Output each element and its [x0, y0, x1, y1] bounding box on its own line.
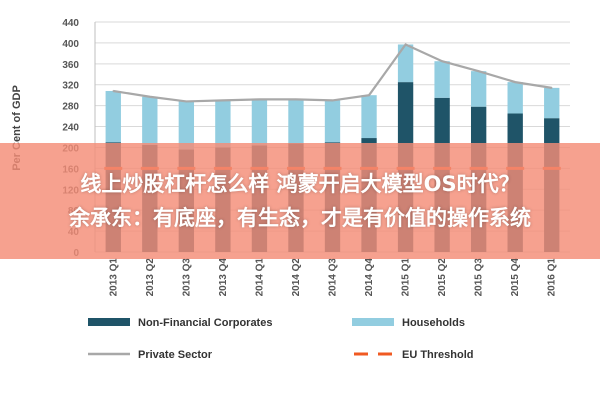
y-tick-label: 440: [62, 18, 79, 29]
private-sector-point: [258, 98, 261, 101]
private-sector-point: [222, 99, 224, 102]
bar-households: [544, 87, 560, 119]
bar-households: [215, 100, 231, 148]
private-sector-point: [331, 99, 334, 102]
private-sector-point: [149, 95, 151, 98]
x-tick-label: 2016 Q1: [547, 258, 558, 297]
x-tick-label: 2014 Q1: [254, 258, 265, 297]
bar-households: [507, 82, 523, 114]
y-tick-label: 280: [62, 102, 79, 113]
legend-label: Non-Financial Corporates: [138, 317, 272, 329]
y-tick-label: 320: [62, 81, 79, 92]
bar-households: [434, 61, 450, 98]
legend-swatch: [88, 318, 130, 326]
private-sector-point: [441, 60, 443, 63]
private-sector-point: [295, 98, 297, 101]
private-sector-point: [477, 70, 480, 72]
bar-households: [324, 100, 341, 143]
banner-headline-line2: 余承东：有底座，有生态，才是有价值的操作系统: [69, 206, 531, 230]
x-tick-label: 2014 Q2: [291, 258, 302, 297]
y-tick-label: 360: [62, 60, 79, 71]
private-sector-point: [368, 94, 370, 96]
private-sector-point: [404, 43, 407, 46]
x-tick-label: 2013 Q3: [181, 258, 192, 297]
legend: Non-Financial Corporates Households Privat…: [88, 317, 474, 361]
x-tick-label: 2014 Q4: [364, 258, 375, 297]
bar-households: [361, 95, 377, 139]
bar-households: [178, 101, 195, 150]
overlay-banner[interactable]: 线上炒股杠杆怎么样 鸿蒙开启大模型OS时代？ 余承东：有底座，有生态，才是有价值…: [0, 143, 600, 259]
x-tick-label: 2015 Q1: [401, 258, 412, 297]
y-tick-label: 240: [62, 123, 79, 134]
x-tick-label: 2015 Q2: [437, 258, 448, 297]
bar-households: [470, 71, 487, 107]
private-sector-point: [112, 90, 115, 92]
legend-label: Households: [402, 317, 465, 329]
x-tick-label: 2015 Q4: [510, 258, 521, 297]
x-axis-ticks: 2013 Q1 2013 Q2 2013 Q3 2013 Q4 2014 Q1 2014 …: [108, 258, 557, 297]
legend-label: EU Threshold: [402, 349, 474, 361]
bar-households: [142, 96, 158, 145]
private-sector-point: [185, 100, 188, 103]
bar-households: [397, 44, 414, 83]
private-sector-point: [550, 87, 553, 89]
x-tick-label: 2014 Q3: [328, 258, 339, 297]
x-tick-label: 2015 Q3: [474, 258, 485, 297]
legend-label: Private Sector: [138, 349, 213, 361]
x-tick-label: 2013 Q2: [145, 258, 156, 297]
x-tick-label: 2013 Q4: [218, 258, 229, 297]
bar-households: [105, 91, 121, 143]
bar-households: [288, 99, 304, 144]
legend-swatch: [352, 318, 394, 326]
banner-headline-line1: 线上炒股杠杆怎么样 鸿蒙开启大模型OS时代？: [80, 172, 520, 196]
y-tick-label: 400: [62, 39, 79, 50]
x-tick-label: 2013 Q1: [108, 258, 119, 297]
bar-households: [251, 99, 268, 146]
private-sector-point: [514, 81, 516, 83]
